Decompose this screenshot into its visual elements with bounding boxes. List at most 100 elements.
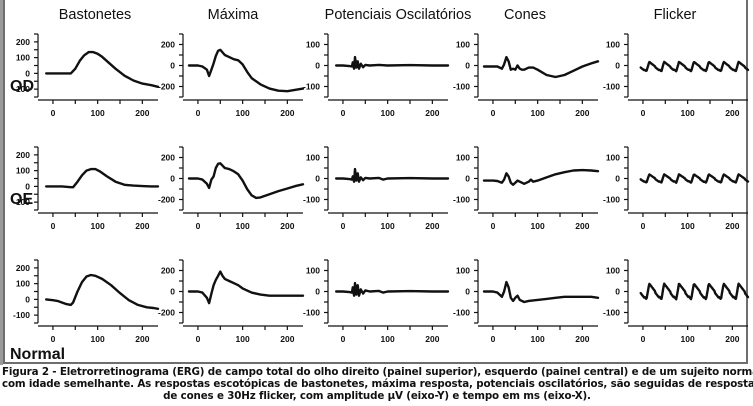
panel-od-maxima: 200 0 -200 0 100 200 bbox=[158, 33, 305, 118]
y-tick-label: 100 bbox=[456, 40, 470, 50]
row-label-oe: OE bbox=[10, 191, 33, 208]
y-tick-label: 200 bbox=[16, 37, 30, 47]
x-tick-label: 200 bbox=[280, 108, 294, 118]
erg-trace bbox=[335, 55, 450, 70]
x-tick-label: 100 bbox=[381, 334, 395, 344]
x-tick-label: 200 bbox=[725, 108, 739, 118]
y-tick-label: 100 bbox=[306, 153, 320, 163]
y-tick-label: 0 bbox=[25, 68, 30, 78]
y-tick-label: 0 bbox=[25, 181, 30, 191]
column-title-flicker: Flicker bbox=[654, 7, 697, 23]
panel-oe-cones: 100 0 -100 0 100 200 bbox=[453, 146, 600, 231]
y-tick-label: 100 bbox=[16, 166, 30, 176]
erg-trace bbox=[187, 270, 305, 305]
panel-od-bastonetes: 200 100 0 -100 0 100 200 bbox=[13, 33, 160, 118]
y-tick-label: 0 bbox=[615, 61, 620, 71]
x-tick-label: 0 bbox=[51, 221, 56, 231]
x-tick-label: 100 bbox=[681, 221, 695, 231]
x-tick-label: 100 bbox=[91, 221, 105, 231]
y-tick-label: -200 bbox=[158, 195, 175, 205]
erg-trace bbox=[45, 273, 160, 310]
y-tick-label: 200 bbox=[161, 40, 175, 50]
y-tick-label: -100 bbox=[13, 310, 30, 320]
y-tick-label: 0 bbox=[615, 287, 620, 297]
x-tick-label: 100 bbox=[681, 334, 695, 344]
x-tick-label: 200 bbox=[575, 108, 589, 118]
x-tick-label: 100 bbox=[236, 221, 250, 231]
x-tick-label: 200 bbox=[135, 334, 149, 344]
y-tick-label: 100 bbox=[606, 266, 620, 276]
erg-trace bbox=[187, 162, 305, 200]
column-title-cones: Cones bbox=[504, 7, 546, 23]
y-tick-label: 0 bbox=[170, 287, 175, 297]
y-tick-label: 100 bbox=[16, 53, 30, 63]
caption-line-3: de cones e 30Hz flicker, com amplitude µ… bbox=[163, 390, 591, 403]
x-tick-label: 0 bbox=[491, 334, 496, 344]
erg-trace bbox=[639, 282, 750, 301]
x-tick-label: 0 bbox=[641, 221, 646, 231]
x-tick-label: 0 bbox=[341, 108, 346, 118]
y-tick-label: -100 bbox=[13, 84, 30, 94]
x-tick-label: 200 bbox=[575, 334, 589, 344]
y-tick-label: -200 bbox=[158, 82, 175, 92]
column-title-maxima: Máxima bbox=[208, 7, 260, 23]
x-tick-label: 0 bbox=[491, 108, 496, 118]
y-tick-label: -200 bbox=[158, 308, 175, 318]
panel-oe-bastonetes: 200 100 0 -100 0 100 200 bbox=[13, 146, 160, 231]
panel-oe-potenciais-oscilatorios: 100 0 -100 0 100 200 bbox=[303, 146, 450, 231]
y-tick-label: 0 bbox=[315, 174, 320, 184]
x-tick-label: 200 bbox=[135, 221, 149, 231]
erg-figure: Bastonetes Máxima Potenciais Oscilatórios C… bbox=[10, 7, 750, 363]
erg-trace bbox=[639, 173, 750, 184]
y-tick-label: 0 bbox=[170, 61, 175, 71]
y-tick-label: -100 bbox=[13, 197, 30, 207]
panel-normal-cones: 100 0 -100 0 100 200 bbox=[453, 259, 600, 344]
y-tick-label: -100 bbox=[453, 195, 470, 205]
panel-od-potenciais-oscilatorios: 100 0 -100 0 100 200 bbox=[303, 33, 450, 118]
y-tick-label: -100 bbox=[603, 308, 620, 318]
y-tick-label: -100 bbox=[303, 308, 320, 318]
panel-normal-potenciais-oscilatorios: 100 0 -100 0 100 200 bbox=[303, 259, 450, 344]
x-tick-label: 0 bbox=[341, 334, 346, 344]
y-tick-label: 100 bbox=[456, 153, 470, 163]
y-tick-label: 100 bbox=[606, 153, 620, 163]
y-tick-label: 100 bbox=[456, 266, 470, 276]
y-tick-label: 100 bbox=[306, 266, 320, 276]
x-tick-label: 100 bbox=[236, 108, 250, 118]
erg-trace bbox=[335, 281, 450, 297]
figure-frame bbox=[3, 0, 748, 364]
panel-normal-maxima: 200 0 -200 0 100 200 bbox=[158, 259, 305, 344]
x-tick-label: 100 bbox=[681, 108, 695, 118]
panel-oe-flicker: 100 0 -100 0 100 200 bbox=[603, 146, 750, 231]
y-tick-label: 0 bbox=[315, 61, 320, 71]
x-tick-label: 100 bbox=[381, 221, 395, 231]
x-tick-label: 200 bbox=[575, 221, 589, 231]
y-tick-label: -100 bbox=[603, 195, 620, 205]
erg-trace bbox=[482, 168, 600, 186]
figure-caption: Figura 2 - Eletrorretinograma (ERG) de c… bbox=[2, 366, 753, 403]
panel-od-cones: 100 0 -100 0 100 200 bbox=[453, 33, 600, 118]
column-title-potenciais-oscilatorios: Potenciais Oscilatórios bbox=[325, 7, 472, 23]
x-tick-label: 0 bbox=[641, 334, 646, 344]
x-tick-label: 0 bbox=[196, 334, 201, 344]
x-tick-label: 100 bbox=[91, 108, 105, 118]
panel-normal-flicker: 100 0 -100 0 100 200 bbox=[603, 259, 750, 344]
caption-line-1: Figura 2 - Eletrorretinograma (ERG) de c… bbox=[2, 366, 753, 378]
x-tick-label: 0 bbox=[196, 221, 201, 231]
panel-od-flicker: 100 0 -100 0 100 200 bbox=[603, 33, 750, 118]
erg-trace bbox=[335, 167, 450, 183]
x-tick-label: 200 bbox=[425, 334, 439, 344]
y-tick-label: 200 bbox=[161, 153, 175, 163]
x-tick-label: 100 bbox=[531, 334, 545, 344]
x-tick-label: 200 bbox=[280, 221, 294, 231]
x-tick-label: 0 bbox=[491, 221, 496, 231]
y-tick-label: -100 bbox=[303, 82, 320, 92]
x-tick-label: 0 bbox=[51, 334, 56, 344]
y-tick-label: 0 bbox=[465, 287, 470, 297]
left-border bbox=[0, 0, 3, 365]
x-tick-label: 0 bbox=[341, 221, 346, 231]
x-tick-label: 0 bbox=[196, 108, 201, 118]
y-tick-label: 200 bbox=[16, 150, 30, 160]
y-tick-label: 100 bbox=[306, 40, 320, 50]
erg-trace bbox=[45, 167, 160, 189]
